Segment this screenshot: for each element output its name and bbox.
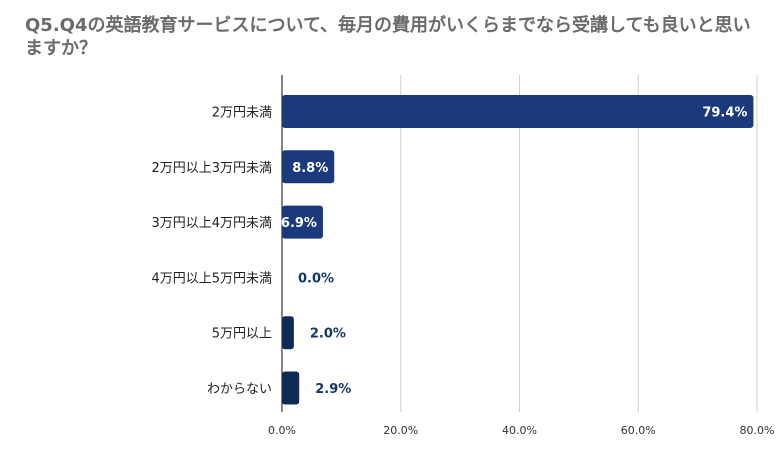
grid-lines xyxy=(281,75,758,412)
category-label: 4万円以上5万円未満 xyxy=(151,271,272,286)
data-label: 0.0% xyxy=(298,271,334,286)
labels: 0.0% 20.0% 40.0% 60.0% 80.0% 2万円未満 79.4% 2万円以上3… xyxy=(151,106,774,438)
bar xyxy=(282,316,294,350)
bar xyxy=(282,205,323,239)
bar xyxy=(282,371,300,405)
category-label: 2万円未満 xyxy=(212,106,272,121)
category-label: 2万円以上3万円未満 xyxy=(151,161,272,176)
bars xyxy=(282,95,754,405)
category-label: 5万円以上 xyxy=(212,327,272,342)
data-label: 79.4% xyxy=(702,106,747,121)
x-tick-label: 60.0% xyxy=(621,424,656,437)
category-label: わからない xyxy=(207,382,272,397)
bar xyxy=(282,150,335,184)
x-tick-label: 80.0% xyxy=(740,424,775,437)
data-label: 2.0% xyxy=(310,327,346,342)
data-label: 6.9% xyxy=(281,216,317,231)
data-label: 2.9% xyxy=(315,382,351,397)
data-label: 8.8% xyxy=(292,161,328,176)
x-tick-label: 40.0% xyxy=(502,424,537,437)
x-tick-label: 0.0% xyxy=(268,424,296,437)
x-tick-label: 20.0% xyxy=(383,424,418,437)
chart-title: Q5.Q4の英語教育サービスについて、毎月の費用がいくらまでなら受講しても良いと… xyxy=(25,15,751,59)
bar xyxy=(282,95,754,128)
category-label: 3万円以上4万円未満 xyxy=(151,216,272,231)
